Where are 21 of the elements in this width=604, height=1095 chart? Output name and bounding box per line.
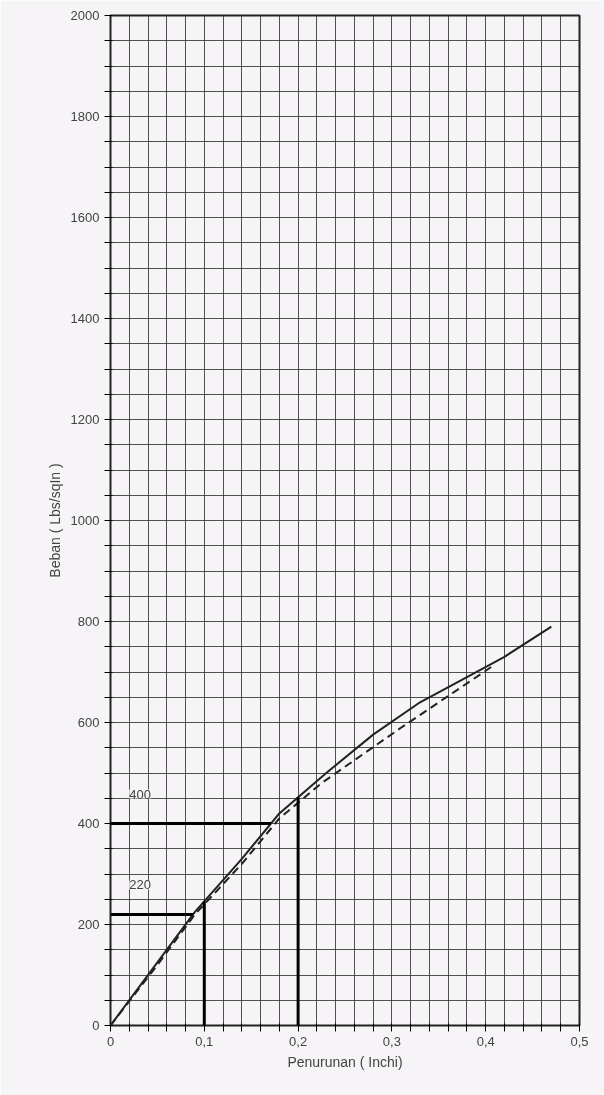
- y-tick-label: 400: [77, 816, 100, 831]
- x-tick-label: 0,1: [195, 1033, 214, 1049]
- y-tick-label: 1000: [70, 513, 100, 528]
- y-axis-title: Beban ( Lbs/sqIn ): [46, 463, 63, 578]
- y-tick-label: 1800: [70, 109, 100, 124]
- y-tick-label: 1200: [70, 412, 100, 427]
- y-tick-label: 800: [77, 614, 100, 629]
- x-tick-label: 0,3: [382, 1033, 401, 1049]
- x-tick-label: 0: [106, 1033, 115, 1049]
- ref-line-label: 400: [129, 786, 151, 802]
- y-tick-label: 600: [77, 715, 100, 730]
- y-tick-label: 200: [77, 917, 100, 932]
- x-axis-title: Penurunan ( Inchi): [287, 1053, 403, 1070]
- x-tick-label: 0,4: [476, 1033, 495, 1049]
- y-tick-label: 1400: [70, 311, 100, 326]
- y-tick-label: 2000: [70, 8, 100, 23]
- y-tick-label: 0: [92, 1018, 100, 1033]
- x-tick-label: 0,2: [289, 1033, 308, 1049]
- ref-line-label: 220: [129, 877, 151, 893]
- y-tick-label: 1600: [70, 210, 100, 225]
- x-tick-label: 0,5: [570, 1033, 589, 1049]
